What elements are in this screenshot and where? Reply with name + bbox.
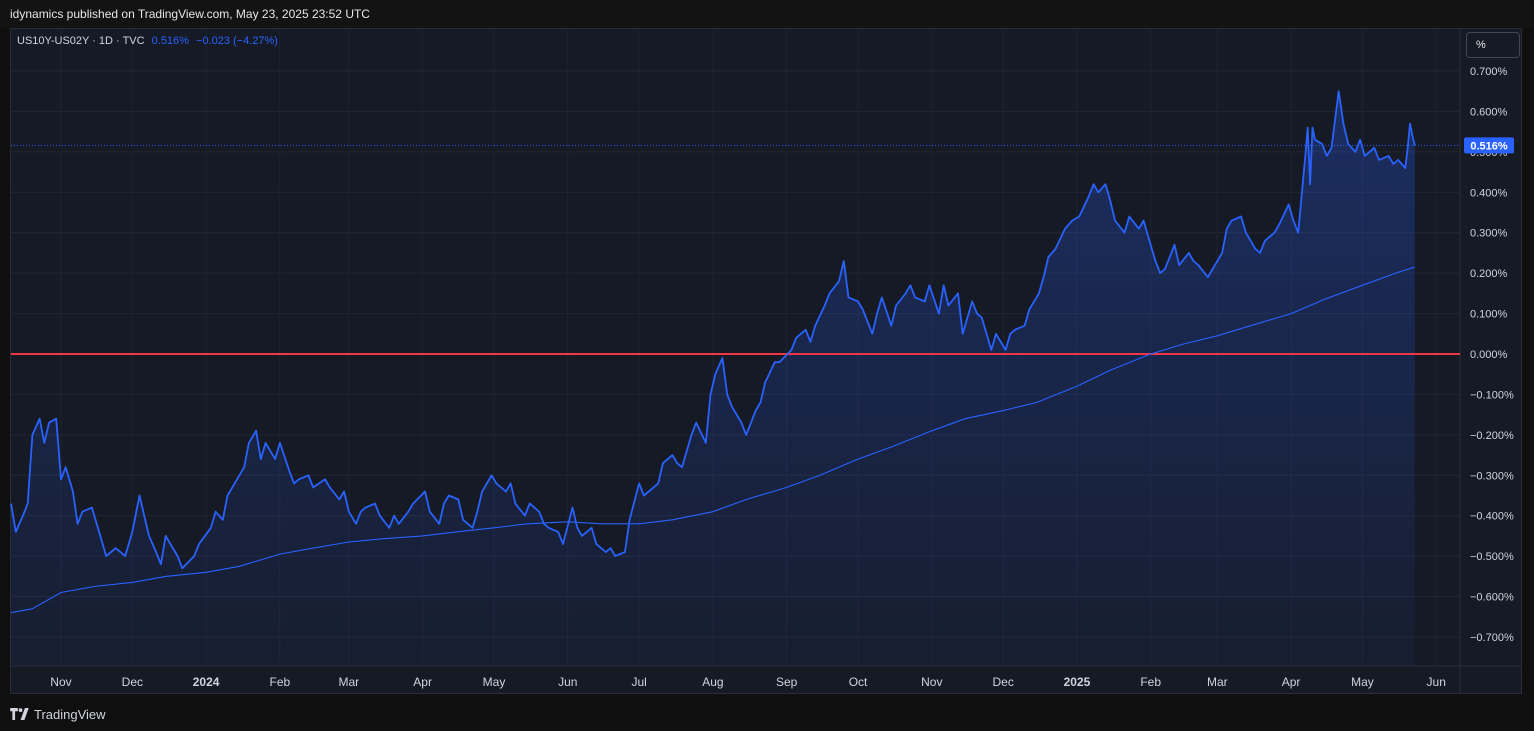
x-tick-label: 2025 xyxy=(1064,675,1091,689)
x-tick-label: Oct xyxy=(849,675,868,689)
x-tick-label: Mar xyxy=(1207,675,1228,689)
series-lines xyxy=(10,90,1460,614)
x-tick-label: Nov xyxy=(921,675,942,689)
publisher-line: idynamics published on TradingView.com, … xyxy=(0,0,1534,28)
x-tick-label: Mar xyxy=(339,675,360,689)
symbol-title: US10Y-US02Y · 1D · TVC xyxy=(17,35,145,47)
x-tick-label: Nov xyxy=(50,675,71,689)
x-tick-label: May xyxy=(1351,675,1374,689)
y-tick-label: −0.100% xyxy=(1470,389,1514,401)
y-tick-label: −0.700% xyxy=(1470,632,1514,644)
x-tick-label: Dec xyxy=(122,675,143,689)
tradingview-logo-icon xyxy=(10,708,29,720)
average-line xyxy=(10,266,1415,614)
symbol-legend[interactable]: US10Y-US02Y · 1D · TVC 0.516% −0.023 (−4… xyxy=(17,35,278,47)
footer-brand: TradingView xyxy=(34,706,106,722)
y-tick-label: 0.600% xyxy=(1470,106,1508,118)
y-tick-label: 0.100% xyxy=(1470,309,1508,321)
y-axis[interactable]: 0.700%0.600%0.500%0.400%0.300%0.200%0.10… xyxy=(1470,66,1514,644)
x-tick-label: Apr xyxy=(1282,675,1301,689)
spread-line xyxy=(10,90,1416,570)
x-tick-label: Jun xyxy=(1427,675,1446,689)
x-tick-label: Aug xyxy=(702,675,723,689)
last-price-tag-label: 0.516% xyxy=(1470,140,1508,152)
x-tick-label: May xyxy=(483,675,506,689)
y-tick-label: 0.000% xyxy=(1470,349,1508,361)
x-tick-label: Jul xyxy=(631,675,646,689)
y-tick-label: −0.400% xyxy=(1470,511,1514,523)
x-axis[interactable]: Nov Dec 2024 Feb Mar Apr May Jun Jul Aug Sep Oct Nov… xyxy=(50,675,1446,689)
tradingview-footer[interactable]: TradingView xyxy=(10,704,106,724)
x-tick-label: Feb xyxy=(1140,675,1161,689)
series-area xyxy=(11,91,1415,666)
area-fill xyxy=(11,91,1415,666)
y-tick-label: 0.400% xyxy=(1470,187,1508,199)
last-price-tag xyxy=(1464,137,1514,154)
y-tick-label: −0.300% xyxy=(1470,470,1514,482)
x-tick-label: Jun xyxy=(558,675,577,689)
y-tick-label: 0.200% xyxy=(1470,268,1508,280)
y-tick-label: −0.500% xyxy=(1470,551,1514,563)
x-tick-label: Dec xyxy=(993,675,1014,689)
x-tick-label: 2024 xyxy=(193,675,220,689)
legend-last-value: 0.516% xyxy=(151,35,189,47)
y-tick-label: −0.600% xyxy=(1470,592,1514,604)
y-tick-label: −0.200% xyxy=(1470,430,1514,442)
x-tick-label: Apr xyxy=(413,675,432,689)
y-tick-label: 0.300% xyxy=(1470,228,1508,240)
x-tick-label: Feb xyxy=(270,675,291,689)
legend-change: −0.023 (−4.27%) xyxy=(196,35,278,47)
percent-scale-button[interactable]: % xyxy=(1466,32,1520,58)
last-price-tag-layer: 0.516% xyxy=(1464,137,1514,154)
y-tick-label: 0.700% xyxy=(1470,66,1508,78)
x-tick-label: Sep xyxy=(776,675,798,689)
